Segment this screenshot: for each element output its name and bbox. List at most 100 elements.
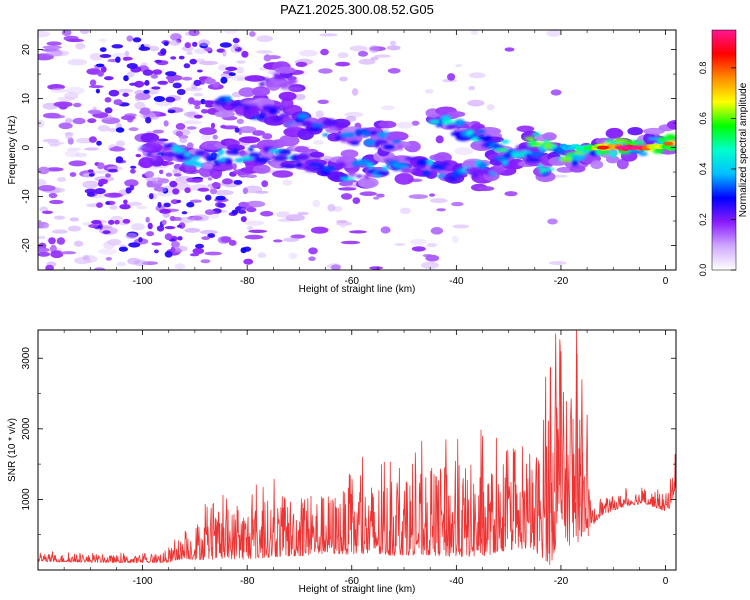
spectrogram-cell: [244, 75, 266, 82]
spectrogram-cell: [322, 165, 337, 172]
snr-content: [38, 330, 676, 566]
spectrogram-cell: [117, 88, 134, 93]
spectrogram-cell: [224, 157, 233, 165]
spectrogram-cell: [357, 50, 369, 57]
spectrogram-cell: [165, 152, 180, 157]
spectrogram-cell: [340, 138, 347, 143]
spectrogram-cell: [554, 174, 568, 178]
spectrogram-cell: [381, 166, 390, 171]
spectrogram-cell: [214, 110, 235, 118]
spectrogram-cell: [477, 162, 488, 170]
spectrogram-cell: [214, 189, 234, 196]
spectrogram-cell: [283, 237, 299, 242]
spectrogram-cell: [156, 187, 167, 193]
spectrogram-cell: [130, 165, 137, 169]
spectrogram-cell: [97, 125, 110, 132]
spectrogram-cell: [672, 145, 676, 151]
spectrogram-cell: [99, 54, 112, 58]
spectrogram-cell: [370, 56, 379, 61]
spectrogram-cell: [340, 132, 355, 138]
spectrogram-cell: [122, 92, 129, 97]
spectrogram-cell: [184, 187, 191, 194]
spectrogram-cell: [198, 39, 211, 47]
spectrogram-cell: [454, 119, 466, 127]
spectrogram-cell: [163, 202, 171, 208]
spectrogram-cell: [627, 127, 643, 136]
spectrogram-cell: [125, 187, 132, 194]
spectrogram-cell: [501, 160, 509, 166]
spectrogram-cell: [410, 238, 427, 246]
spectrogram-cell: [541, 167, 555, 172]
spectrogram-cell: [172, 188, 180, 195]
spectrogram-cell: [38, 179, 47, 186]
spectrogram-cell: [228, 239, 237, 246]
spectrogram-cell: [424, 89, 434, 94]
spectrogram-cell: [98, 38, 107, 43]
spectrogram-cell: [153, 96, 166, 102]
spectrogram-cell: [288, 252, 298, 260]
spectrogram-cell: [48, 237, 56, 245]
spectrogram-cell: [193, 79, 202, 87]
spectrogram-cell: [184, 164, 197, 172]
spectrogram-cell: [363, 174, 370, 179]
spectrogram-cell: [89, 53, 103, 61]
spectrogram-cell: [468, 72, 486, 79]
spectrogram-cell: [399, 207, 411, 214]
spectrogram-cell: [189, 199, 202, 203]
colorbar-tick-label: 0.8: [698, 62, 708, 75]
spectrogram-cell: [391, 139, 402, 144]
spectrogram-cell: [290, 234, 306, 239]
spectrogram-cell: [374, 54, 391, 58]
spectrogram-cell: [272, 170, 294, 178]
spectrogram-cell: [440, 115, 452, 122]
spectrogram-cell: [92, 106, 97, 111]
spectrogram-cell: [72, 117, 86, 125]
spectrogram-cell: [120, 115, 136, 121]
spectrogram-cell: [207, 233, 216, 239]
spectrogram-cell: [248, 152, 261, 159]
spectrogram-cell: [217, 148, 225, 156]
spectrogram-cell: [145, 116, 152, 124]
spectrogram-cell: [154, 249, 159, 254]
spectrogram-cell: [421, 261, 439, 269]
spectrogram-cell: [233, 180, 243, 185]
spectrogram-cell: [151, 242, 162, 246]
spectrogram-cell: [204, 251, 222, 256]
spectrogram-cell: [337, 187, 357, 191]
snr-peak: [548, 389, 553, 532]
spectrogram-cell: [212, 134, 218, 140]
spectrogram-cell: [57, 177, 67, 182]
spectrogram-cell: [262, 77, 270, 82]
spectrogram-cell: [525, 157, 541, 163]
spectrogram-cell: [150, 74, 159, 79]
spectrogram-cell: [189, 58, 197, 65]
spectrogram-cell: [322, 133, 330, 137]
spectrogram-cell: [111, 44, 124, 49]
spectrogram-cell: [238, 150, 249, 157]
snr-frame: [37, 329, 677, 571]
spectrogram-cell: [219, 42, 232, 48]
spectrogram-cell: [256, 50, 273, 54]
spectrogram-cell: [89, 79, 97, 86]
spectrogram-cell: [136, 205, 147, 210]
spectrogram-cell: [335, 219, 348, 224]
spectrogram-cell: [319, 33, 338, 37]
spectrogram-cell: [119, 204, 131, 210]
spectrogram-cell: [368, 45, 380, 53]
spectrogram-cell: [240, 216, 247, 223]
spectrogram-cell: [94, 188, 106, 195]
spectrogram-cell: [571, 158, 579, 167]
spectrogram-cell: [88, 224, 98, 228]
spectrogram-cell: [91, 220, 102, 225]
spectrogram-cell: [175, 245, 188, 252]
spectrogram-cell: [69, 172, 77, 177]
spectrogram-cell: [613, 138, 628, 144]
spectrogram-cell: [429, 164, 446, 171]
spectrogram-cell: [102, 230, 111, 235]
spectrogram-cell: [315, 110, 324, 118]
spectrogram-cell: [87, 169, 94, 173]
spectrogram-cell: [238, 201, 249, 208]
spectrogram-cell: [108, 219, 115, 225]
